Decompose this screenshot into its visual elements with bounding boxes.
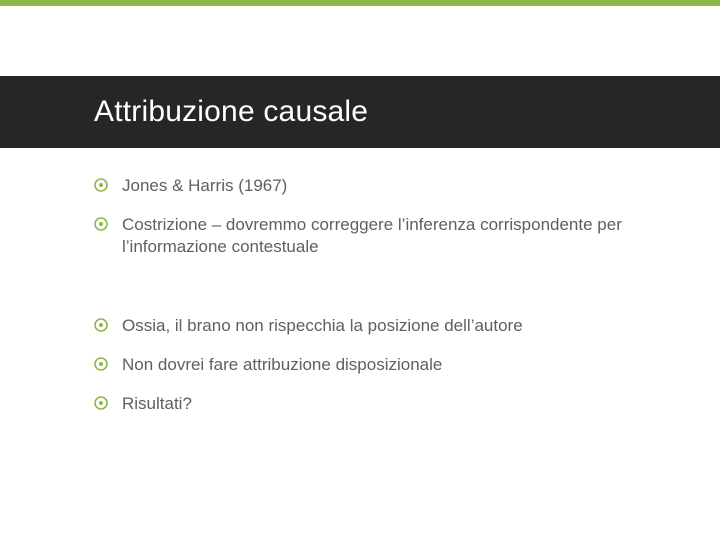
bullet-text: Non dovrei fare attribuzione disposizion… bbox=[122, 354, 660, 375]
slide-content: Jones & Harris (1967) Costrizione – dovr… bbox=[94, 175, 660, 433]
bullet-item: Ossia, il brano non rispecchia la posizi… bbox=[94, 315, 660, 336]
bullet-item: Jones & Harris (1967) bbox=[94, 175, 660, 196]
target-bullet-icon bbox=[94, 217, 108, 231]
target-bullet-icon bbox=[94, 396, 108, 410]
target-bullet-icon bbox=[94, 357, 108, 371]
bullet-text: Costrizione – dovremmo correggere l’infe… bbox=[122, 214, 660, 257]
top-accent-bar bbox=[0, 0, 720, 6]
bullet-item: Costrizione – dovremmo correggere l’infe… bbox=[94, 214, 660, 257]
bullet-text: Jones & Harris (1967) bbox=[122, 175, 660, 196]
slide-title: Attribuzione causale bbox=[94, 95, 368, 129]
title-band: Attribuzione causale bbox=[0, 76, 720, 148]
bullet-item: Risultati? bbox=[94, 393, 660, 414]
target-bullet-icon bbox=[94, 178, 108, 192]
bullet-text: Ossia, il brano non rispecchia la posizi… bbox=[122, 315, 660, 336]
bullet-text: Risultati? bbox=[122, 393, 660, 414]
bullet-item: Non dovrei fare attribuzione disposizion… bbox=[94, 354, 660, 375]
target-bullet-icon bbox=[94, 318, 108, 332]
